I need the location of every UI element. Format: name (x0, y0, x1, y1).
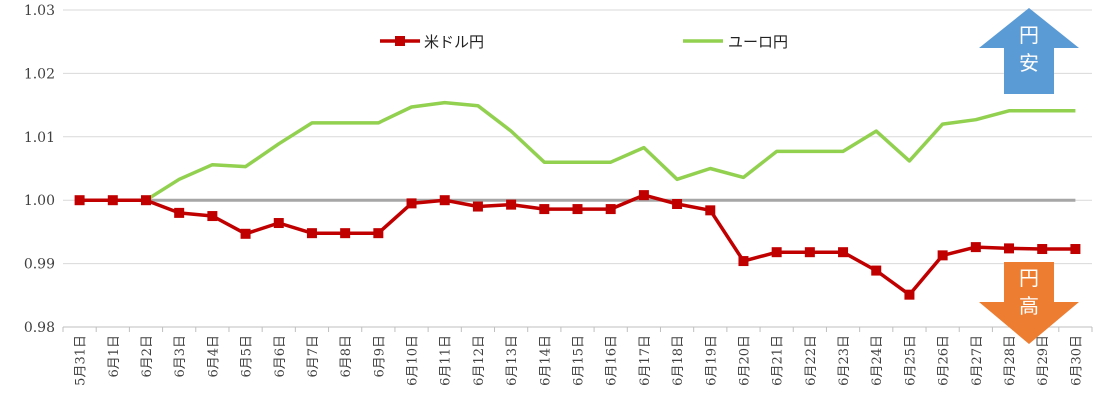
y-tick-label: 0.98 (24, 320, 55, 336)
x-tick-label: 6月1日 (107, 335, 122, 378)
data-point (273, 218, 284, 229)
x-tick-label: 6月29日 (1036, 335, 1051, 386)
yen-weak-label-1: 円 (1019, 23, 1039, 47)
data-point (107, 195, 118, 206)
legend-usd-label: 米ドル円 (424, 33, 484, 51)
y-tick-label: 1.00 (24, 193, 55, 209)
data-point (506, 199, 517, 210)
x-tick-label: 6月19日 (704, 335, 719, 386)
x-tick-label: 6月15日 (572, 335, 587, 386)
yen-weak-arrow (979, 8, 1079, 94)
data-point (605, 204, 616, 215)
yen-strong-label-1: 円 (1019, 266, 1039, 290)
x-tick-label: 6月2日 (140, 335, 155, 378)
x-tick-label: 6月9日 (372, 335, 387, 378)
data-point (738, 256, 749, 267)
data-point (1004, 243, 1015, 254)
data-point (174, 207, 185, 218)
x-tick-label: 6月27日 (970, 335, 985, 386)
data-point (439, 195, 450, 206)
data-point (74, 195, 85, 206)
x-tick-label: 6月23日 (837, 335, 852, 386)
x-tick-label: 6月10日 (406, 335, 421, 386)
data-point (207, 211, 218, 222)
y-tick-label: 1.02 (24, 66, 55, 82)
data-point (705, 205, 716, 216)
data-point (838, 247, 849, 258)
data-point (240, 228, 251, 239)
x-tick-label: 6月8日 (339, 335, 354, 378)
y-tick-label: 1.01 (24, 130, 55, 146)
data-point (804, 247, 815, 258)
data-point (472, 201, 483, 212)
x-tick-label: 6月12日 (472, 335, 487, 386)
data-point (373, 228, 384, 239)
series-line-eurjpy (79, 100, 1076, 202)
y-tick-label: 0.99 (24, 257, 55, 273)
x-tick-label: 6月21日 (771, 335, 786, 386)
yen-weak-label-2: 安 (1019, 51, 1039, 75)
data-point (340, 228, 351, 239)
y-tick-label: 1.03 (24, 3, 55, 19)
x-tick-label: 6月4日 (206, 335, 221, 378)
x-tick-label: 6月16日 (605, 335, 620, 386)
x-tick-label: 6月30日 (1069, 335, 1084, 386)
data-point (871, 265, 882, 276)
x-tick-label: 6月5日 (240, 335, 255, 378)
x-tick-label: 6月25日 (903, 335, 918, 386)
x-tick-label: 6月28日 (1003, 335, 1018, 386)
x-tick-label: 6月17日 (638, 335, 653, 386)
x-tick-label: 6月13日 (505, 335, 520, 386)
legend-usd-marker (395, 36, 405, 46)
yen-strong-arrow (979, 262, 1079, 344)
x-tick-label: 6月3日 (173, 335, 188, 378)
yen-strong-label-2: 高 (1019, 294, 1039, 318)
x-tick-label: 5月31日 (74, 335, 89, 386)
data-point (140, 195, 151, 206)
x-tick-label: 6月11日 (439, 335, 454, 386)
data-point (970, 242, 981, 253)
x-tick-label: 6月24日 (870, 335, 885, 386)
x-tick-label: 6月7日 (306, 335, 321, 378)
data-point (771, 247, 782, 258)
data-point (904, 289, 915, 300)
data-point (406, 198, 417, 209)
data-point (306, 228, 317, 239)
x-tick-label: 6月6日 (273, 335, 288, 378)
x-tick-label: 6月14日 (538, 335, 553, 386)
x-tick-label: 6月20日 (737, 335, 752, 386)
data-point (1037, 244, 1048, 255)
data-point (638, 190, 649, 201)
data-point (572, 204, 583, 215)
data-point (937, 250, 948, 261)
x-tick-label: 6月18日 (671, 335, 686, 386)
legend-eur-label: ユーロ円 (728, 33, 788, 51)
data-point (1070, 244, 1081, 255)
x-tick-label: 6月22日 (804, 335, 819, 386)
x-tick-label: 6月26日 (937, 335, 952, 386)
data-point (672, 199, 683, 210)
data-point (539, 204, 550, 215)
